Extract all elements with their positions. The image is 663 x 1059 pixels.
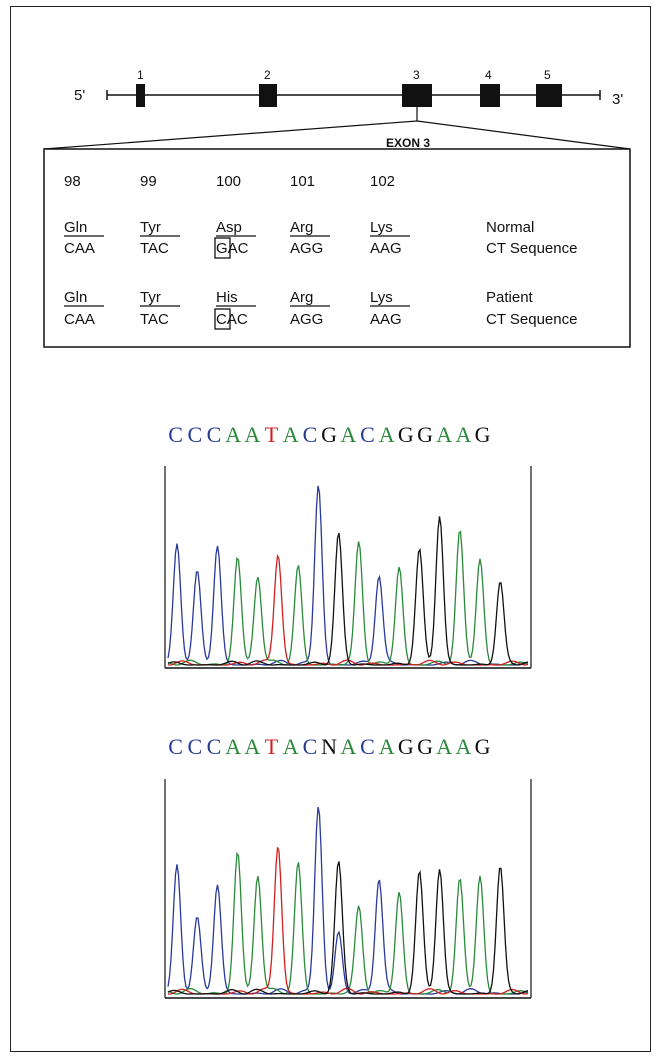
exon-1-box	[136, 84, 145, 107]
base-letter: A	[244, 422, 261, 447]
base-letter: T	[264, 422, 279, 447]
normal-aa-101: Arg	[290, 219, 313, 236]
base-letter: A	[436, 734, 453, 759]
patient-aa-102: Lys	[370, 289, 393, 306]
figure-frame	[10, 6, 651, 1052]
codon-position-102: 102	[370, 173, 395, 190]
patient-triplet-101: AGG	[290, 311, 323, 328]
normal-label-line1: Normal	[486, 219, 534, 236]
codon-position-98: 98	[64, 173, 81, 190]
chrom1-traces	[167, 485, 529, 666]
normal-triplet-99: TAC	[140, 240, 169, 257]
normal-label-line2: CT Sequence	[486, 240, 577, 257]
base-letter: C	[302, 422, 318, 447]
codon-position-100: 100	[216, 173, 241, 190]
patient-triplet-102: AAG	[370, 311, 402, 328]
base-letter: A	[282, 422, 299, 447]
patient-mutation-highlight-box	[214, 308, 231, 330]
base-letter: G	[417, 422, 433, 447]
base-letter: G	[321, 422, 338, 447]
base-letter: C	[168, 422, 183, 447]
base-letter: A	[378, 734, 395, 759]
exon-5-label: 5	[544, 68, 551, 82]
base-letter: C	[360, 422, 375, 447]
exon-2-box	[259, 84, 277, 107]
base-letter: A	[436, 422, 453, 447]
patient-triplet-99: TAC	[140, 311, 169, 328]
exon-3-box	[402, 84, 432, 107]
normal-aa-100: Asp	[216, 219, 242, 236]
chromatogram-patient	[164, 779, 532, 999]
base-letter: N	[321, 734, 338, 759]
base-letter: A	[282, 734, 299, 759]
base-letter: G	[397, 734, 414, 759]
normal-aa-98: Gln	[64, 219, 87, 236]
patient-aa-101: Arg	[290, 289, 313, 306]
base-letter: C	[187, 422, 203, 447]
normal-triplet-102: AAG	[370, 240, 402, 257]
normal-aa-102: Lys	[370, 219, 393, 236]
exon-5-box	[536, 84, 562, 107]
normal-triplet-100: GAC	[216, 240, 249, 257]
exon3-detail-box: EXON 3 98 99 100 101 102 Gln Tyr Asp Arg…	[43, 136, 631, 348]
base-letter: C	[168, 734, 183, 759]
normal-mutation-highlight-box	[214, 237, 231, 259]
base-letter: G	[474, 422, 491, 447]
patient-triplet-100: CAC	[216, 311, 248, 328]
chromatogram-normal	[164, 466, 532, 669]
exon-1-label: 1	[137, 68, 144, 82]
normal-codon-row: Gln Tyr Asp Arg Lys CAA TAC GAC AGG AAG …	[64, 219, 577, 259]
expand-right-line	[416, 120, 631, 150]
chromatogram-trace	[167, 516, 529, 666]
patient-aa-99: Tyr	[140, 289, 161, 306]
base-letter: T	[264, 734, 279, 759]
base-letter: C	[360, 734, 375, 759]
base-letter: C	[206, 734, 222, 759]
codon-position-99: 99	[140, 173, 157, 190]
patient-aa-98: Gln	[64, 289, 87, 306]
base-letter: A	[340, 422, 357, 447]
base-letter: G	[474, 734, 491, 759]
base-letter: A	[340, 734, 357, 759]
three-prime-label: 3'	[612, 91, 623, 108]
patient-triplet-98: CAA	[64, 311, 95, 328]
base-letter: A	[455, 422, 472, 447]
normal-triplet-98: CAA	[64, 240, 95, 257]
chromatogram-trace	[167, 847, 529, 995]
chromatogram-trace	[167, 851, 529, 995]
expand-left-line	[43, 120, 418, 150]
patient-aa-100: His	[216, 289, 238, 306]
exon3-box-border	[43, 148, 631, 348]
exon-3-label: 3	[413, 68, 420, 82]
chrom2-traces	[167, 806, 529, 995]
normal-triplet-101: AGG	[290, 240, 323, 257]
gene-map: 5' 3' 1 2 3 4 5	[43, 68, 631, 150]
codon-position-101: 101	[290, 173, 315, 190]
exon-4-label: 4	[485, 68, 492, 82]
base-letter: A	[378, 422, 395, 447]
patient-codon-row: Gln Tyr His Arg Lys CAA TAC CAC AGG AAG …	[64, 289, 577, 330]
base-letter: A	[225, 734, 242, 759]
normal-aa-99: Tyr	[140, 219, 161, 236]
patient-label-line2: CT Sequence	[486, 311, 577, 328]
base-letter: G	[397, 422, 414, 447]
base-letter: C	[187, 734, 203, 759]
base-letter: A	[225, 422, 242, 447]
base-letter: A	[244, 734, 261, 759]
base-letter: C	[206, 422, 222, 447]
exon-4-box	[480, 84, 500, 107]
base-letter: C	[302, 734, 318, 759]
five-prime-label: 5'	[74, 87, 85, 104]
base-letter: G	[417, 734, 433, 759]
base-letter: A	[455, 734, 472, 759]
patient-label-line1: Patient	[486, 289, 534, 306]
exon-2-label: 2	[264, 68, 271, 82]
exon3-title: EXON 3	[386, 136, 430, 150]
chromatogram-trace	[167, 861, 529, 995]
